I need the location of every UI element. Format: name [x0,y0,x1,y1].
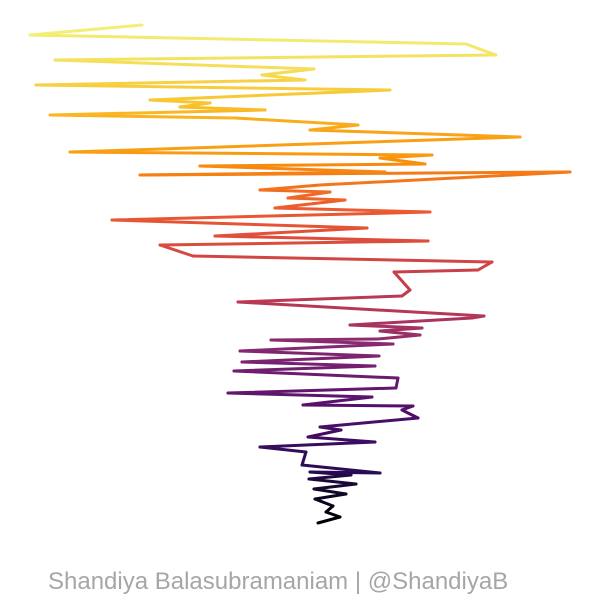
walk-segment [301,403,415,408]
walk-segment [158,243,195,258]
walk-segment [233,116,360,127]
walk-segment [213,234,430,243]
walk-segment [34,83,392,92]
walk-segment [240,360,377,368]
walk-segment [110,210,432,222]
walk-segment [392,268,480,274]
walk-segment [400,408,420,420]
walk-segment [300,450,308,467]
walk-segment [148,88,392,102]
walk-segment [318,416,420,429]
walk-segment [213,226,369,238]
walk-segment [392,270,412,292]
walk-segment [269,337,380,342]
walk-segment [53,58,316,71]
walk-segment [286,196,347,202]
walk-segment [236,300,486,318]
walk-segment [236,294,404,304]
walk-segment [28,23,144,37]
walk-segment [110,218,369,230]
walk-segment [324,510,342,519]
walk-segment [306,428,343,439]
walk-segment [158,239,430,247]
walk-segment [464,42,498,57]
walk-segment [260,73,307,82]
walk-segment [400,288,412,298]
walk-segment [28,33,468,46]
walk-segment [232,369,400,380]
walk-segment [238,342,395,353]
walk-segment [307,477,358,486]
walk-segment [313,492,348,501]
walk-segment [300,463,382,475]
walk-segment [348,316,474,327]
walk-segment [198,162,427,168]
walk-segment [258,440,377,449]
walk-segment [258,183,322,192]
walk-segment [238,349,381,358]
walk-segment [178,105,267,112]
author-credit: Shandiya Balasubramaniam | @ShandiyaB [48,568,509,595]
walk-segment [306,435,377,444]
walk-segment [394,376,400,390]
walk-segment [138,170,387,177]
walk-segment [53,53,498,62]
walk-segment [313,497,335,508]
walk-segment [232,364,377,373]
walk-segment [48,108,267,117]
walk-segment [316,515,342,525]
walk-segment [308,128,522,139]
walk-segment [240,354,381,364]
walk-segment [318,170,572,187]
walk-segment [68,135,522,154]
walk-segment [312,482,358,491]
walk-segment [273,198,347,210]
walk-segment [273,206,432,214]
walk-segment [191,254,494,264]
walk-segment [34,78,307,87]
walk-segment [68,150,434,157]
walk-segment [301,395,374,407]
walk-segment [226,386,398,395]
